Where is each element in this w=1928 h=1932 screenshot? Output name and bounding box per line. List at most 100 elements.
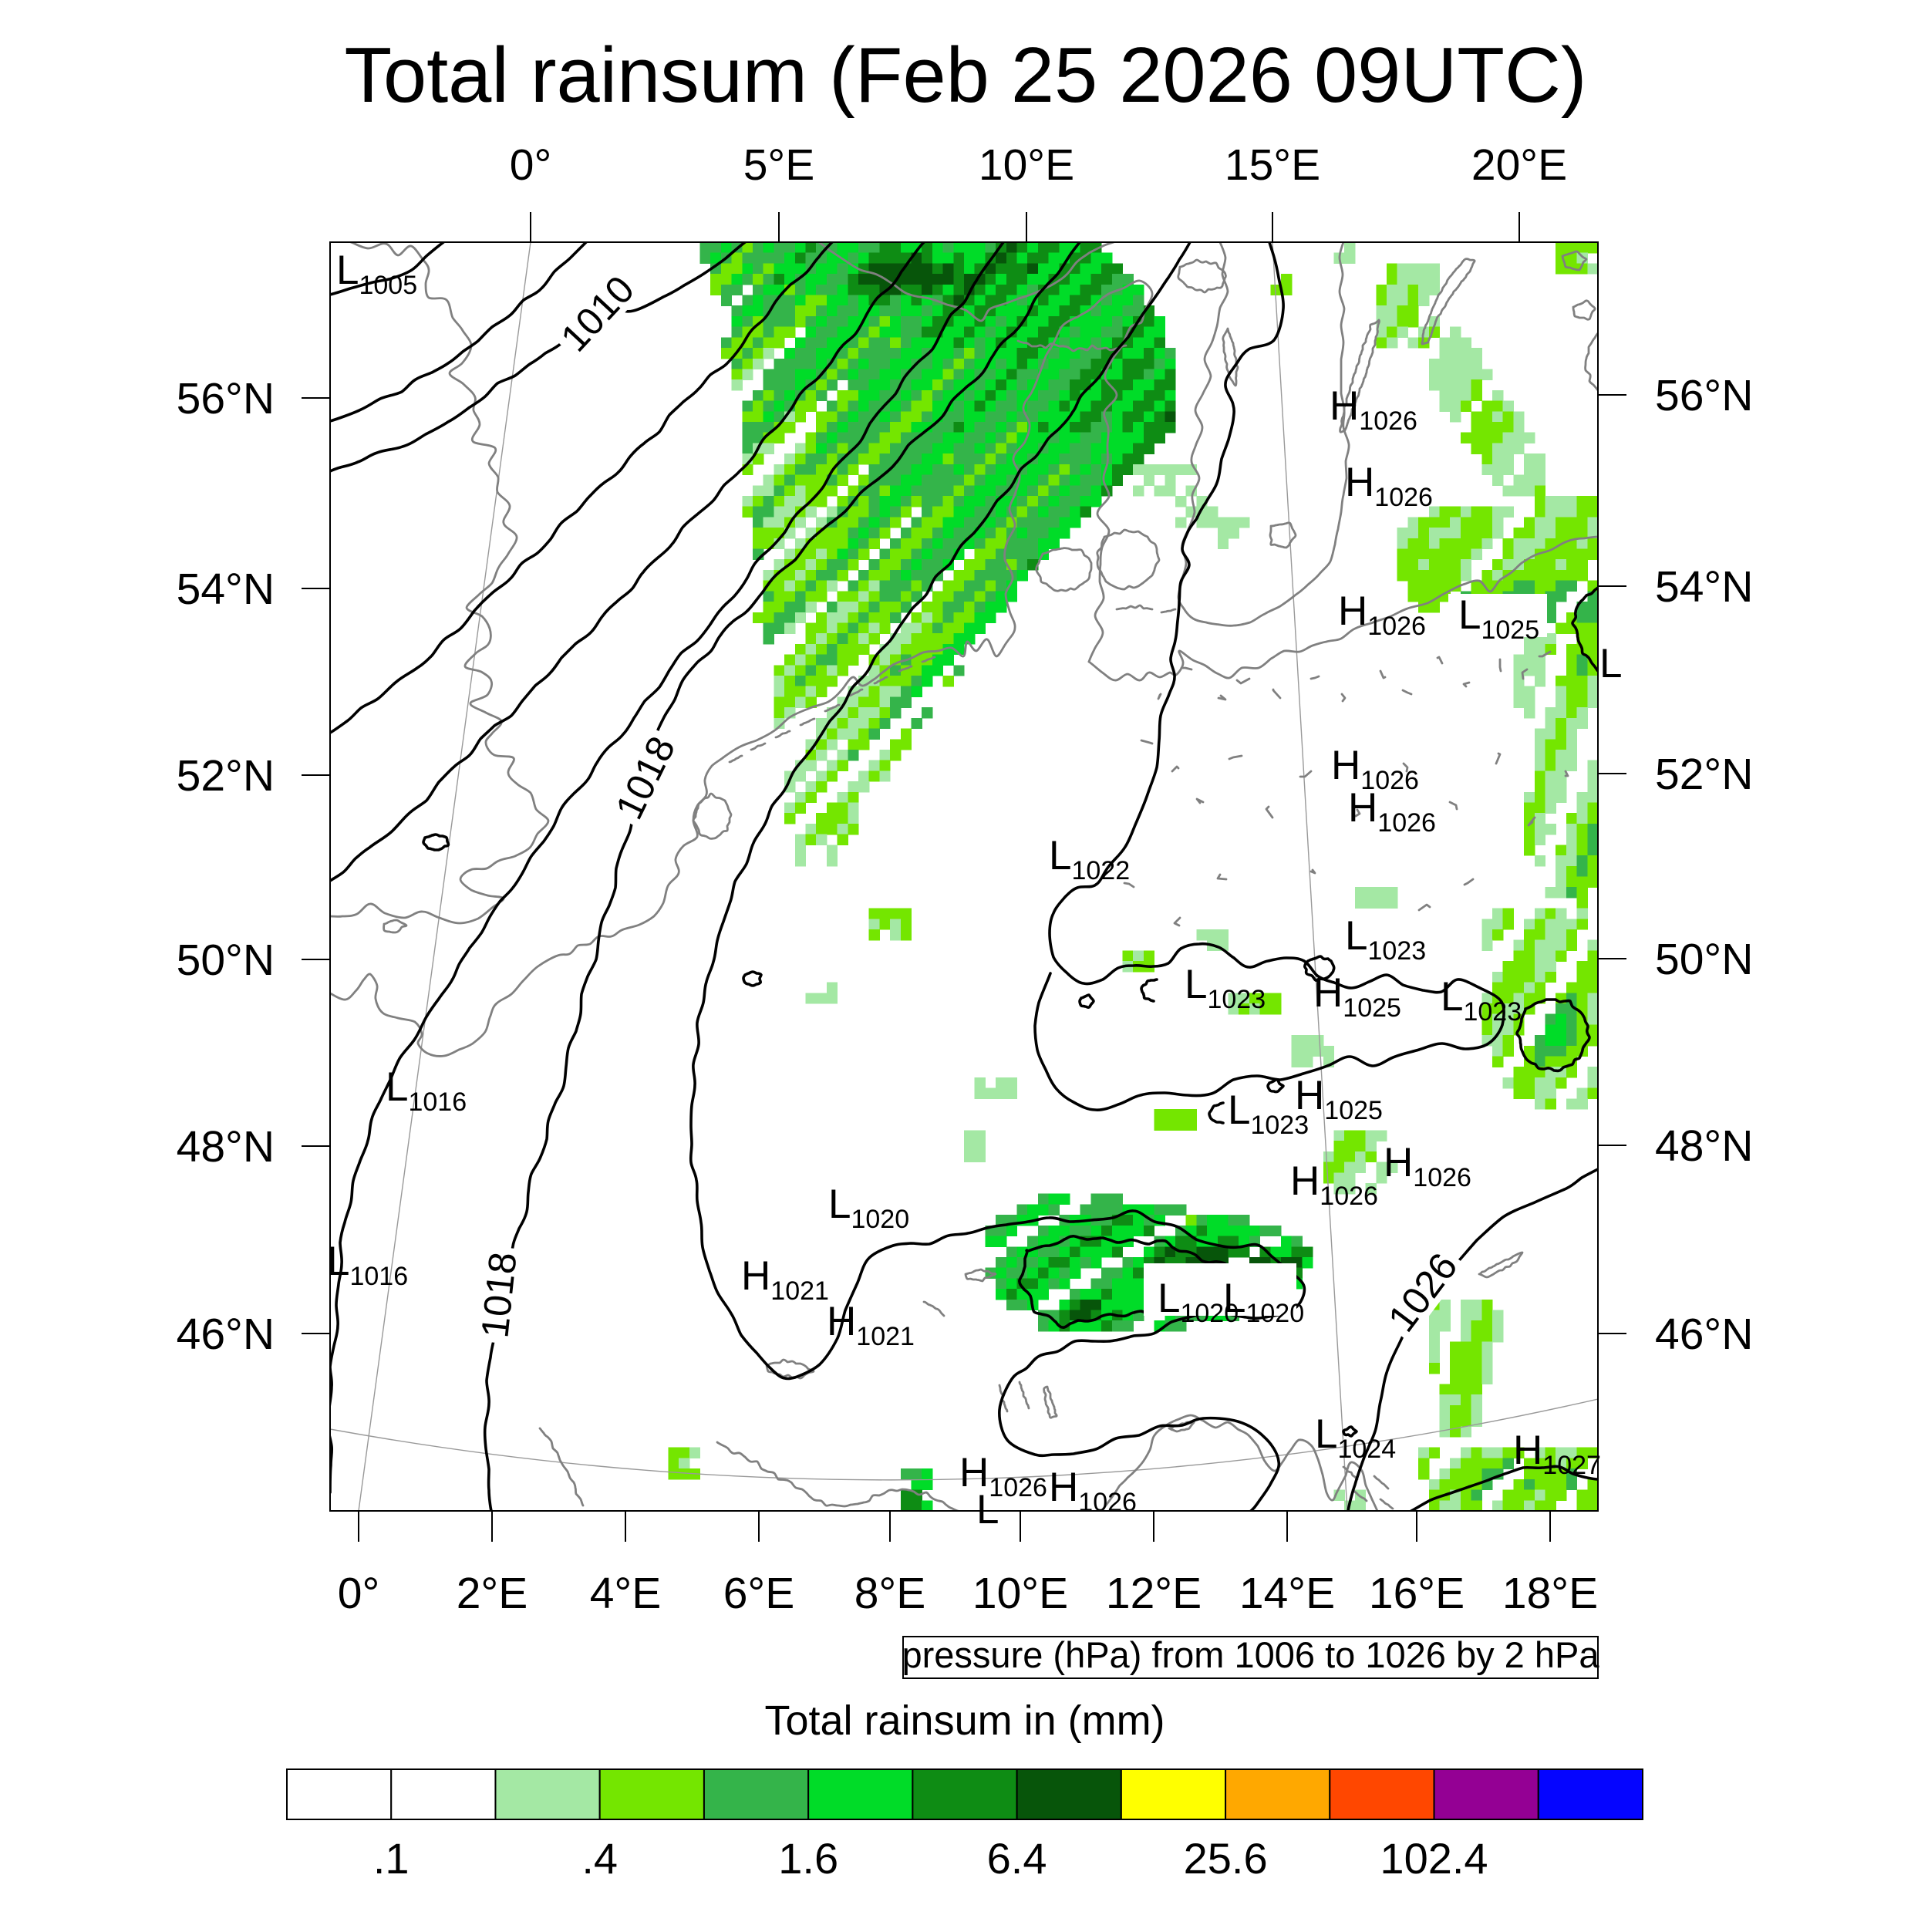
rain-cells [911,389,922,402]
rain-cells [848,411,859,423]
rain-cells [805,791,817,804]
coastline [1195,797,1205,804]
contour-label-mask [470,1245,524,1345]
rain-cells [753,242,764,254]
rain-cells [942,676,954,687]
rain-cells [900,474,922,486]
rain-cells [848,781,870,793]
rain-cells [1027,506,1039,518]
rain-cells [837,548,848,560]
axis-label-top: 5°E [743,140,815,190]
rain-cells [879,242,902,254]
rain-cells [942,432,965,443]
rain-cells [1333,1172,1356,1184]
coastline [1269,521,1297,549]
rain-cells [1502,1077,1514,1089]
rain-cells [784,622,796,634]
rain-cells [1492,1056,1504,1067]
rain-cells [1481,1310,1493,1321]
rain-cells [753,453,764,465]
rain-cells [1471,1394,1482,1406]
rain-cells [794,654,807,666]
rain-cells [1090,274,1113,285]
rain-cells [1576,1087,1588,1099]
rain-cells [985,284,996,296]
rain-cells [985,432,996,443]
rain-cells [1587,696,1598,708]
rain-cells [1407,591,1451,602]
pressure-center-h-1026: H1026 [1049,1465,1137,1517]
rain-cells [1513,1479,1525,1491]
rain-cells [805,496,827,507]
rain-cells [816,528,848,539]
rain-cells [1101,305,1124,317]
rain-cells [742,411,764,423]
rain-cells [1291,1236,1303,1247]
rain-cells [1502,1489,1535,1501]
pressure-center-value: 1026 [1078,1488,1137,1517]
rain-cells [1059,305,1081,317]
rain-cells [826,400,838,412]
contour-label-group: 1018 [470,1245,525,1345]
rain-cells [1344,242,1356,254]
rain-cells [848,707,859,719]
rain-cells [1397,538,1408,550]
rain-cells [1428,538,1441,550]
rain-cells [805,622,827,634]
rain-cells [890,570,902,582]
rain-cells [879,305,902,317]
rain-cells [1460,1489,1472,1501]
rain-cells [763,602,785,613]
rain-cells [1059,284,1081,296]
rain-cells [1471,506,1493,518]
rain-cells [1428,506,1441,518]
rain-cells [1059,326,1070,338]
coastline [1171,765,1180,773]
rain-cells [1016,506,1028,518]
rain-cells [922,284,933,296]
rain-cells [1566,696,1588,708]
rain-cells [1207,1225,1261,1237]
rain-cells [731,326,743,338]
rain-cells [1111,316,1124,328]
rain-cells [1513,1067,1546,1078]
pressure-center-value: 1026 [1320,1182,1378,1211]
coastline [330,756,725,1057]
rain-cells [1556,559,1567,571]
rain-cells [805,824,817,835]
rain-cells [1460,1447,1472,1458]
rain-cells [1418,528,1430,539]
rain-cells [1154,1246,1165,1258]
rain-cells [932,284,944,296]
rain-cells [1587,263,1598,275]
rain-cells [668,1468,701,1480]
rain-cells [1566,865,1578,878]
rain-cells [900,919,912,930]
rain-cells [774,612,796,624]
rain-cells [837,464,848,476]
rain-cells [1196,1215,1208,1226]
rain-cells [1428,528,1461,539]
rain-cells [837,602,859,613]
rain-cells [1006,411,1018,423]
rain-cells [1016,528,1028,539]
rain-cells [868,443,891,454]
coastline [873,676,888,685]
rain-cells [1566,824,1578,835]
rain-cells [900,686,912,697]
rain-cells [932,612,944,624]
rain-cells [1439,538,1482,550]
coastline [1216,873,1228,881]
rain-cells [794,517,807,528]
rain-cells [964,1130,986,1141]
rain-cells [742,242,753,254]
coastline [1115,604,1154,611]
rain-cells [720,284,743,296]
rain-cells [974,348,986,359]
rain-cells [868,919,880,930]
rain-cells [1460,570,1472,582]
label-mask [1448,594,1547,637]
pressure-center-l-1016: L1016 [327,1239,408,1291]
rain-cells [774,496,785,507]
rain-cells [1556,855,1578,867]
